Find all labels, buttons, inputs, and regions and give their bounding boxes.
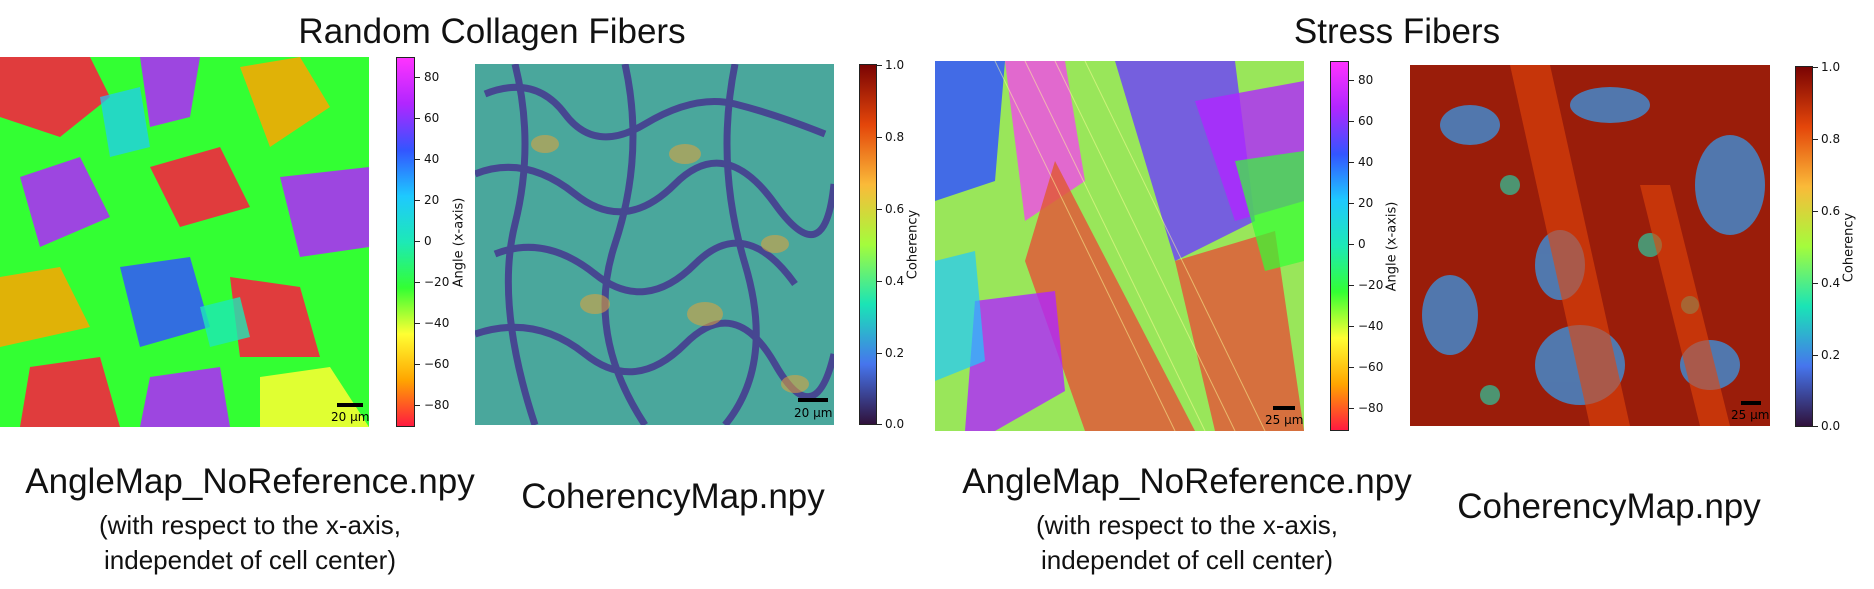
scale-label-3: 25 µm [1265, 413, 1304, 427]
coherency-colorbar-1-label: Coherency [905, 209, 921, 280]
angle-map-stress-svg [935, 61, 1304, 431]
coherency-map-collagen-svg [475, 64, 834, 425]
tick-label: 0.4 [1821, 276, 1841, 290]
subcaption-angle-map-stress-line2: independet of cell center) [1041, 545, 1333, 575]
scale-bar-3 [1273, 406, 1295, 410]
tick-label: 0.0 [1821, 419, 1841, 433]
scale-label-1: 20 µm [331, 410, 370, 424]
tick-label: 20 [424, 193, 440, 207]
angle-map-stress-image [935, 61, 1304, 431]
tick-label: 0.2 [885, 346, 905, 360]
tick-label: −20 [424, 275, 450, 289]
tick-label: −40 [1358, 319, 1384, 333]
coherency-map-stress-image [1410, 65, 1770, 426]
tick-label: −60 [1358, 360, 1384, 374]
tick-label: 40 [1358, 155, 1374, 169]
caption-coherency-map-stress: CoherencyMap.npy [1457, 487, 1761, 526]
angle-colorbar-1 [396, 57, 415, 427]
caption-coherency-map-collagen: CoherencyMap.npy [521, 477, 825, 516]
angle-map-collagen-image [0, 57, 369, 427]
tick-label: 80 [1358, 73, 1374, 87]
caption-angle-map-stress: AngleMap_NoReference.npy [962, 462, 1412, 501]
tick-label: 80 [424, 70, 440, 84]
tick-label: −40 [424, 316, 450, 330]
tick-label: 0 [424, 234, 432, 248]
tick-label: 0.6 [1821, 204, 1841, 218]
section-title-collagen: Random Collagen Fibers [298, 12, 686, 51]
tick-label: 40 [424, 152, 440, 166]
angle-colorbar-2 [1330, 61, 1349, 431]
coherency-colorbar-2-label: Coherency [1841, 212, 1857, 283]
scale-bar-1 [337, 403, 363, 407]
coherency-colorbar-1 [859, 64, 877, 425]
tick-label: 0.4 [885, 274, 905, 288]
scale-label-2: 20 µm [794, 406, 833, 420]
subcaption-angle-map-collagen-line1: (with respect to the x-axis, [99, 510, 401, 540]
tick-label: 0.8 [1821, 132, 1841, 146]
tick-label: 0.0 [885, 417, 905, 431]
coherency-colorbar-2 [1795, 66, 1813, 427]
tick-label: −60 [424, 357, 450, 371]
coherency-map-stress-svg [1410, 65, 1770, 426]
tick-label: 0 [1358, 237, 1366, 251]
tick-label: 20 [1358, 196, 1374, 210]
tick-label: −20 [1358, 278, 1384, 292]
angle-colorbar-1-label: Angle (x-axis) [451, 197, 467, 288]
angle-colorbar-2-label: Angle (x-axis) [1384, 201, 1400, 292]
tick-label: 60 [1358, 114, 1374, 128]
tick-label: −80 [1358, 401, 1384, 415]
tick-label: 1.0 [1821, 60, 1841, 74]
coherency-map-collagen-image [475, 64, 834, 425]
tick-label: 0.6 [885, 202, 905, 216]
tick-label: 1.0 [885, 58, 905, 72]
tick-label: 60 [424, 111, 440, 125]
subcaption-angle-map-collagen-line2: independet of cell center) [104, 545, 396, 575]
subcaption-angle-map-stress-line1: (with respect to the x-axis, [1036, 510, 1338, 540]
caption-angle-map-collagen: AngleMap_NoReference.npy [25, 462, 475, 501]
scale-bar-2 [798, 398, 828, 402]
scale-bar-4 [1741, 401, 1761, 405]
scale-label-4: 25 µm [1731, 408, 1770, 422]
angle-map-collagen-svg [0, 57, 369, 427]
tick-label: 0.8 [885, 130, 905, 144]
section-title-stress: Stress Fibers [1293, 12, 1501, 51]
tick-label: 0.2 [1821, 348, 1841, 362]
tick-label: −80 [424, 398, 450, 412]
